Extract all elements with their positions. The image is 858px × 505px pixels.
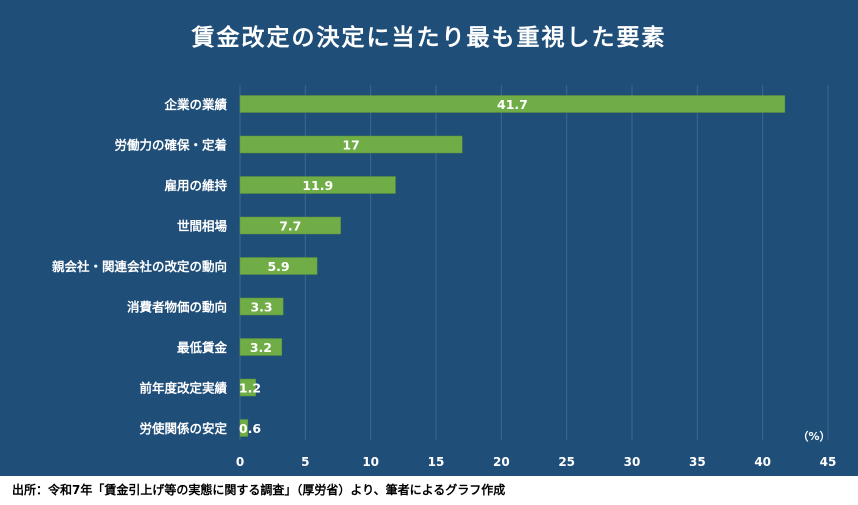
chart-title: 賃金改定の決定に当たり最も重視した要素 [191,25,667,51]
x-tick-label: 45 [820,455,837,469]
bar [239,297,284,316]
category-label: 世間相場 [177,219,228,234]
x-tick-label: 10 [362,455,379,469]
bar-chart: 0 5 10 15 20 25 30 35 40 45 （%） 企業の業績 41.7 労働力の確保・定着 1… [52,85,837,469]
value-label: 1.2 [239,381,261,396]
x-tick-label: 5 [301,455,309,469]
value-label: 11.9 [302,178,333,193]
bar [239,216,341,235]
category-label: 前年度改定実績 [139,381,227,396]
category-label: 消費者物価の動向 [127,300,227,315]
category-label: 企業の業績 [163,97,227,112]
x-tick-label: 40 [754,455,771,469]
value-label: 5.9 [267,259,289,274]
bar [239,95,786,113]
x-tick-label: 0 [236,455,244,469]
category-label: 最低賃金 [177,340,228,355]
x-tick-label: 15 [428,455,445,469]
category-label: 労働力の確保・定着 [114,138,227,153]
bar [239,135,463,154]
bar [239,419,249,437]
value-label: 3.3 [250,300,272,315]
x-tick-label: 25 [558,455,575,469]
x-tick-label: 35 [689,455,706,469]
value-label: 41.7 [497,97,528,112]
bar [239,338,283,356]
value-label: 3.2 [250,340,272,355]
value-label: 17 [342,138,359,153]
unit-label: （%） [797,430,830,443]
chart-panel: 賃金改定の決定に当たり最も重視した要素 0 5 10 15 20 25 30 35 40 45 （%… [0,0,858,476]
x-tick-label: 30 [624,455,641,469]
bar [239,176,396,194]
category-label: 親会社・関連会社の改定の動向 [52,259,227,274]
bar [239,378,256,397]
x-tick-label: 20 [493,455,510,469]
source-note: 出所：令和7年「賃金引上げ等の実態に関する調査」（厚労省）より、筆者によるグラフ… [12,483,506,497]
value-label: 7.7 [279,219,301,234]
bar [239,257,318,275]
category-label: 雇用の維持 [164,178,227,193]
value-label: 0.6 [239,421,261,436]
category-label: 労使関係の安定 [139,421,227,436]
